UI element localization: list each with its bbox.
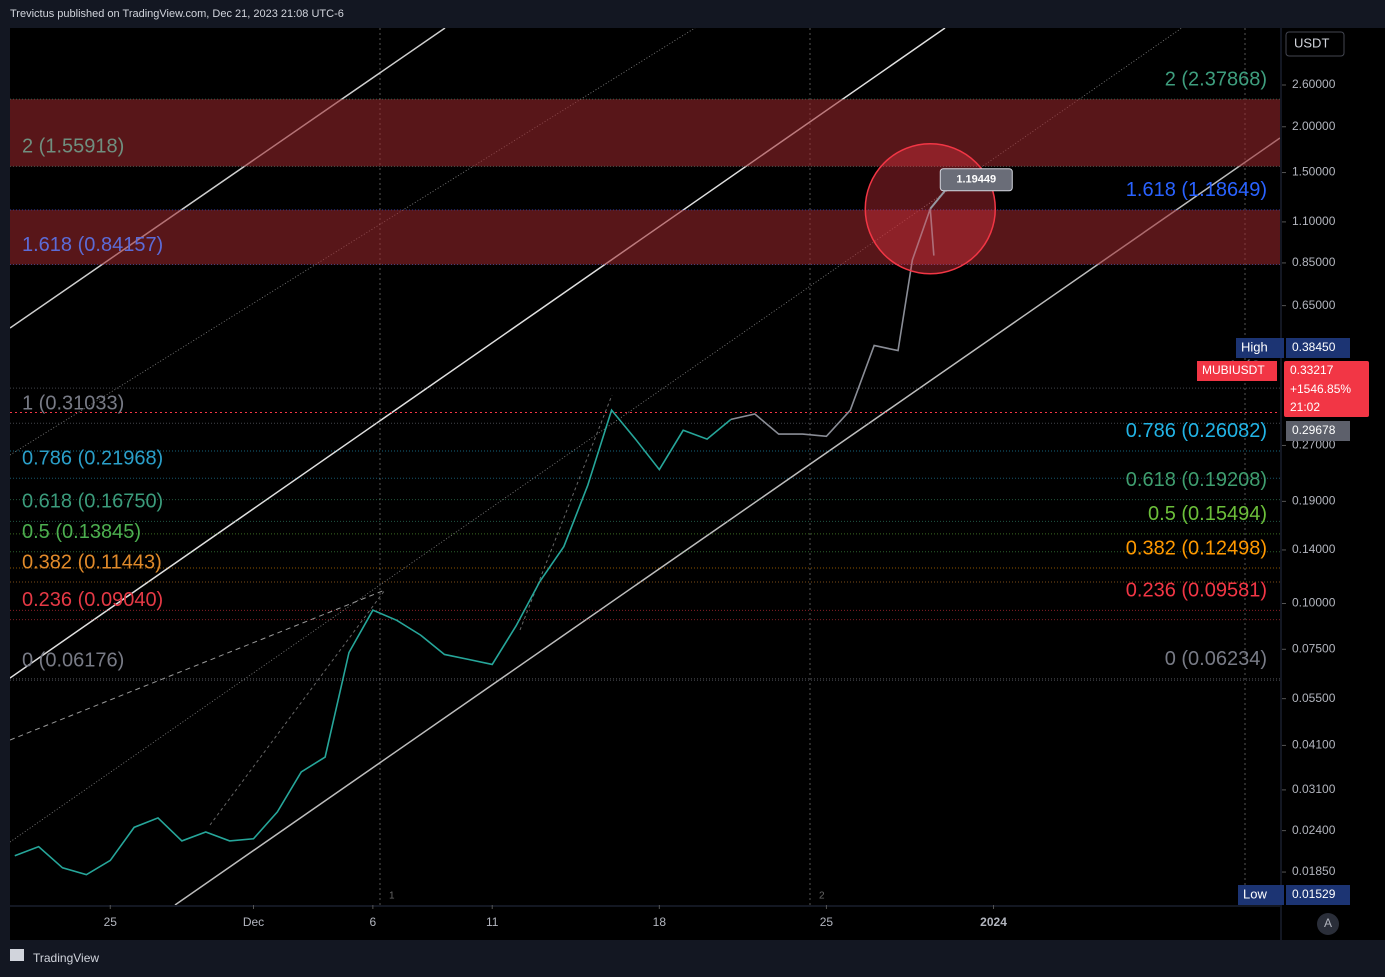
- y-tick-label: 0.10000: [1292, 596, 1336, 610]
- fib-label: 1 (0.31033): [22, 393, 124, 415]
- fib-label: 2 (2.37868): [1165, 68, 1267, 90]
- y-tick-label: 0.27000: [1292, 438, 1336, 452]
- x-tick-label: 2024: [980, 915, 1007, 929]
- callout-box: [939, 168, 1013, 192]
- price-line: [730, 208, 935, 438]
- x-tick-label: 25: [104, 915, 118, 929]
- y-tick-label: 0.01850: [1292, 864, 1336, 878]
- callout-label: 1.19449: [956, 174, 996, 186]
- x-tick-label: 11: [486, 915, 499, 929]
- fib-label: 0.786 (0.21968): [22, 448, 163, 470]
- brand: TradingView: [33, 951, 99, 965]
- session-marker: 2: [819, 891, 825, 902]
- scale-button-label: A: [1324, 916, 1332, 930]
- y-tick-label: 0.07500: [1292, 641, 1336, 655]
- fib-label: 2 (1.55918): [22, 136, 124, 158]
- y-tick-label: 0.02400: [1292, 823, 1336, 837]
- fib-label: 1.618 (1.18649): [1126, 179, 1267, 201]
- fib-label: 0.382 (0.11443): [22, 551, 162, 573]
- brand-logo: [10, 949, 24, 961]
- low-value-badge: [1286, 885, 1350, 905]
- fib-label: 0.5 (0.15494): [1148, 503, 1267, 525]
- fib-label: 0.236 (0.09040): [22, 589, 163, 611]
- high-badge: [1236, 338, 1284, 358]
- prev-close: 0.29678: [1292, 423, 1336, 437]
- low-name: Low: [1243, 886, 1267, 901]
- fib-label: 0.786 (0.26082): [1126, 420, 1267, 442]
- high-name: High: [1241, 339, 1268, 354]
- fib-label: 0.382 (0.12498): [1126, 537, 1267, 559]
- fib-label: 0.618 (0.19208): [1126, 469, 1267, 491]
- x-tick-label: Dec: [243, 915, 264, 929]
- zone: [10, 99, 1280, 167]
- last-badge: [1284, 361, 1369, 417]
- channel-line: [10, 28, 446, 329]
- fib-label: 0 (0.06176): [22, 649, 124, 671]
- symbol: MUBIUSDT: [1202, 363, 1265, 377]
- fib-label: 1.618 (0.84157): [22, 234, 163, 256]
- y-tick-label: 0.65000: [1292, 298, 1336, 312]
- prev-close-badge: [1286, 421, 1350, 441]
- low-badge: [1238, 885, 1284, 905]
- currency-box[interactable]: [1285, 31, 1345, 57]
- x-tick-label: 25: [820, 915, 834, 929]
- session-marker: 1: [389, 891, 395, 902]
- y-tick-label: 0.03100: [1292, 782, 1336, 796]
- low-value: 0.01529: [1292, 887, 1336, 901]
- fib-label: 0.5 (0.13845): [22, 521, 141, 543]
- y-tick-label: 0.85000: [1292, 255, 1336, 269]
- time-axis: [10, 907, 1280, 940]
- countdown: 21:02: [1290, 400, 1320, 414]
- y-tick-label: 2.60000: [1292, 77, 1336, 91]
- plot-area: [10, 28, 1280, 905]
- high-value-badge: [1286, 338, 1350, 358]
- plot: [10, 28, 1280, 905]
- currency: USDT: [1294, 35, 1329, 50]
- y-tick-label: 1.10000: [1292, 214, 1336, 228]
- y-tick-label: 2.00000: [1292, 119, 1336, 133]
- y-tick-label: 0.05500: [1292, 691, 1336, 705]
- last-change: +1546.85%: [1290, 382, 1351, 396]
- scale-button[interactable]: [1317, 913, 1339, 935]
- high-value: 0.38450: [1292, 340, 1336, 354]
- fib-label: 0 (0.06234): [1165, 648, 1267, 670]
- price-axis: [1282, 28, 1385, 940]
- last-price: 0.33217: [1290, 363, 1334, 377]
- fib-label: 0.236 (0.09581): [1126, 580, 1267, 602]
- price-line: [14, 408, 732, 876]
- zone: [10, 209, 1280, 265]
- publisher: Trevictus published on TradingView.com, …: [10, 8, 344, 20]
- y-tick-label: 0.14000: [1292, 542, 1336, 556]
- y-tick-label: 0.04100: [1292, 738, 1336, 752]
- fib-label: 0.618 (0.16750): [22, 491, 163, 513]
- trend-line: [209, 589, 386, 826]
- y-tick-label: 1.50000: [1292, 165, 1336, 179]
- trend-line: [10, 589, 386, 741]
- x-tick-label: 18: [653, 915, 667, 929]
- y-tick-label: 0.19000: [1292, 494, 1336, 508]
- symbol-badge: [1197, 361, 1277, 381]
- x-tick-label: 6: [370, 915, 377, 929]
